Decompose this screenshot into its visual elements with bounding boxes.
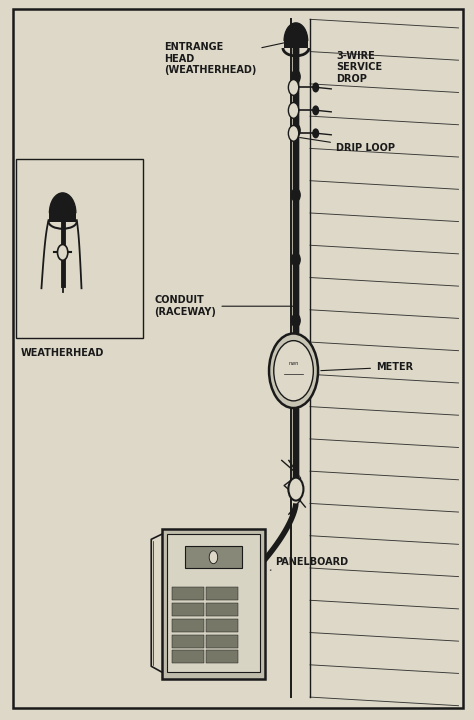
Text: ENTRANGE
HEAD
(WEATHERHEAD): ENTRANGE HEAD (WEATHERHEAD) [164,42,291,76]
Circle shape [288,125,299,141]
Circle shape [313,129,319,138]
Circle shape [288,80,299,95]
Circle shape [209,551,218,564]
Bar [16,159,143,338]
Text: 3-WIRE
SERVICE
DROP: 3-WIRE SERVICE DROP [336,50,382,84]
Circle shape [292,253,300,266]
Bar [172,588,204,600]
Bar [206,603,238,616]
Circle shape [288,477,303,500]
Bar [172,619,204,632]
Bar [167,534,260,672]
Bar [185,546,242,568]
Circle shape [269,333,318,408]
Bar [172,650,204,663]
Circle shape [313,83,319,91]
Bar [206,588,238,600]
Text: METER: METER [321,362,413,372]
Text: RED
NEUTRAL
BLACK: RED NEUTRAL BLACK [82,226,128,257]
Bar [172,635,204,647]
Bar [162,528,265,679]
Bar [206,619,238,632]
Bar [284,40,308,48]
Circle shape [313,106,319,114]
Circle shape [288,102,299,118]
Circle shape [292,71,300,83]
Text: WEATHERHEAD: WEATHERHEAD [20,348,104,358]
Bar [172,603,204,616]
Text: nwn: nwn [288,361,299,366]
Text: CONDUIT
(RACEWAY): CONDUIT (RACEWAY) [155,295,293,317]
Wedge shape [49,193,76,213]
Text: DRIP LOOP: DRIP LOOP [299,138,395,153]
Circle shape [292,314,300,327]
Wedge shape [284,23,308,41]
Text: PANELBOARD: PANELBOARD [270,557,348,570]
Circle shape [274,341,313,401]
Bar [49,212,76,222]
Circle shape [292,189,300,202]
Circle shape [57,245,68,261]
Bar [206,635,238,647]
Bar [206,650,238,663]
Circle shape [292,124,300,137]
